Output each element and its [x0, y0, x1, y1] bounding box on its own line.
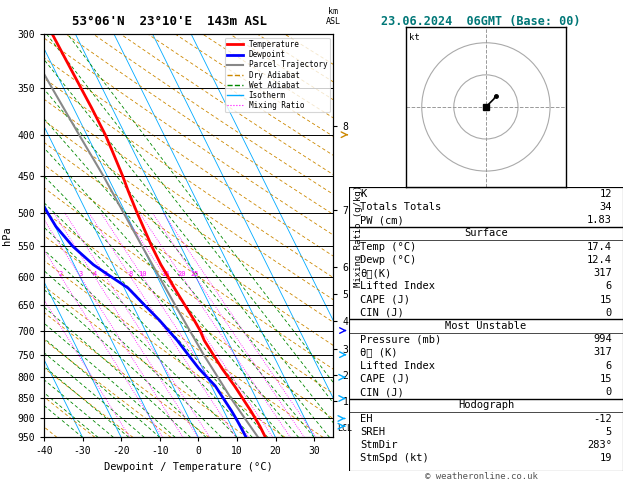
Text: 25: 25 — [191, 271, 199, 277]
Text: 0: 0 — [606, 308, 612, 318]
Text: 19: 19 — [599, 453, 612, 463]
Text: 17.4: 17.4 — [587, 242, 612, 252]
Text: StmSpd (kt): StmSpd (kt) — [360, 453, 429, 463]
Text: 15: 15 — [161, 271, 170, 277]
Text: CIN (J): CIN (J) — [360, 387, 404, 397]
Text: Temp (°C): Temp (°C) — [360, 242, 416, 252]
Text: © weatheronline.co.uk: © weatheronline.co.uk — [425, 472, 538, 481]
Text: 0: 0 — [606, 387, 612, 397]
Text: K: K — [360, 189, 366, 199]
Text: kt: kt — [409, 33, 420, 42]
Text: 12: 12 — [599, 189, 612, 199]
Text: 8: 8 — [128, 271, 133, 277]
Text: 1.83: 1.83 — [587, 215, 612, 225]
Text: 317: 317 — [593, 347, 612, 357]
Text: EH: EH — [360, 414, 372, 423]
Text: 2: 2 — [58, 271, 63, 277]
Text: 6: 6 — [606, 361, 612, 371]
Text: CIN (J): CIN (J) — [360, 308, 404, 318]
Text: km
ASL: km ASL — [326, 6, 341, 26]
Text: PW (cm): PW (cm) — [360, 215, 404, 225]
Text: 994: 994 — [593, 334, 612, 344]
Y-axis label: hPa: hPa — [2, 226, 12, 245]
Text: SREH: SREH — [360, 427, 385, 437]
Text: StmDir: StmDir — [360, 440, 398, 450]
Text: 53°06'N  23°10'E  143m ASL: 53°06'N 23°10'E 143m ASL — [72, 16, 267, 28]
Legend: Temperature, Dewpoint, Parcel Trajectory, Dry Adiabat, Wet Adiabat, Isotherm, Mi: Temperature, Dewpoint, Parcel Trajectory… — [225, 38, 330, 112]
Text: Lifted Index: Lifted Index — [360, 361, 435, 371]
Text: 23.06.2024  06GMT (Base: 00): 23.06.2024 06GMT (Base: 00) — [381, 16, 581, 28]
Text: Totals Totals: Totals Totals — [360, 202, 442, 212]
Text: θᴄ(K): θᴄ(K) — [360, 268, 391, 278]
Text: 317: 317 — [593, 268, 612, 278]
Text: 5: 5 — [606, 427, 612, 437]
Text: θᴄ (K): θᴄ (K) — [360, 347, 398, 357]
Text: 283°: 283° — [587, 440, 612, 450]
Y-axis label: Mixing Ratio (g/kg): Mixing Ratio (g/kg) — [354, 185, 363, 287]
Text: Lifted Index: Lifted Index — [360, 281, 435, 291]
Text: 6: 6 — [606, 281, 612, 291]
Text: Pressure (mb): Pressure (mb) — [360, 334, 442, 344]
Text: 12.4: 12.4 — [587, 255, 612, 265]
Text: 4: 4 — [92, 271, 96, 277]
Text: Most Unstable: Most Unstable — [445, 321, 526, 331]
X-axis label: Dewpoint / Temperature (°C): Dewpoint / Temperature (°C) — [104, 462, 273, 472]
Text: 5: 5 — [104, 271, 108, 277]
Text: 10: 10 — [138, 271, 147, 277]
Text: Dewp (°C): Dewp (°C) — [360, 255, 416, 265]
Text: LCL: LCL — [338, 424, 352, 434]
Text: CAPE (J): CAPE (J) — [360, 295, 410, 305]
Text: -12: -12 — [593, 414, 612, 423]
Text: 3: 3 — [78, 271, 82, 277]
Text: Hodograph: Hodograph — [458, 400, 514, 410]
Text: 15: 15 — [599, 374, 612, 384]
Text: 15: 15 — [599, 295, 612, 305]
Text: 20: 20 — [178, 271, 186, 277]
Text: CAPE (J): CAPE (J) — [360, 374, 410, 384]
Text: 34: 34 — [599, 202, 612, 212]
Text: Surface: Surface — [464, 228, 508, 239]
